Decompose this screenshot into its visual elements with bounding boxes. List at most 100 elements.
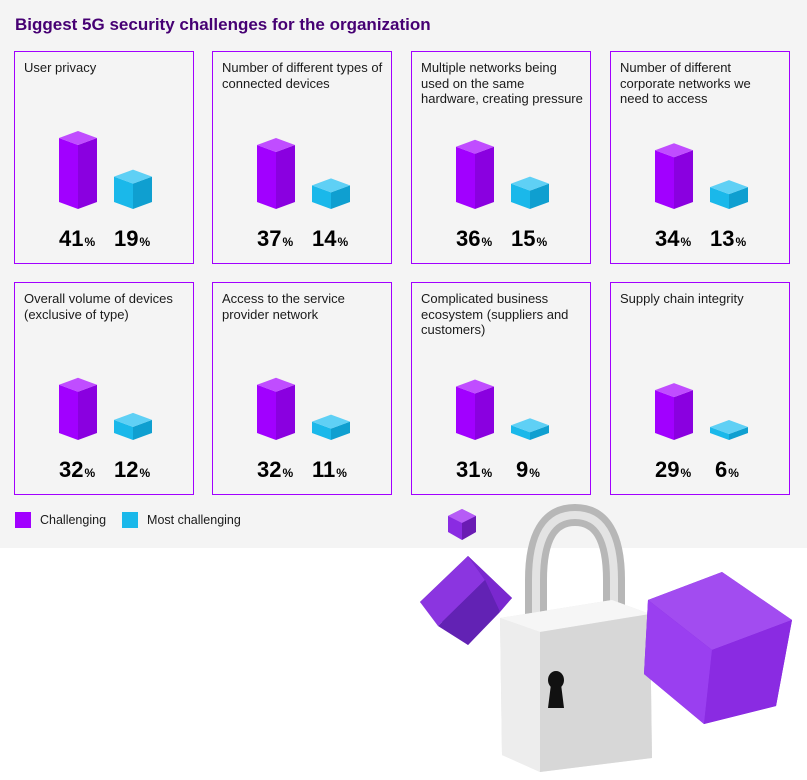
bar-pair <box>456 379 549 440</box>
category-label: Multiple networks being used on the same… <box>421 60 583 106</box>
percent-sign: % <box>536 235 548 249</box>
data-label-most-challenging: 6% <box>715 457 739 483</box>
value-number: 9 <box>516 457 529 482</box>
data-label-challenging: 32% <box>257 457 293 483</box>
category-label: User privacy <box>24 60 97 75</box>
bar-pair <box>456 139 549 209</box>
value-number: 29 <box>655 457 680 482</box>
value-number: 32 <box>257 457 282 482</box>
value-number: 34 <box>655 226 680 251</box>
bar-most-challenging <box>511 176 549 209</box>
percent-sign: % <box>680 466 692 480</box>
left-cube-icon <box>420 556 512 645</box>
page-title: Biggest 5G security challenges for the o… <box>15 15 431 34</box>
legend-swatch-challenging <box>15 512 31 528</box>
data-label-most-challenging: 11% <box>312 457 347 483</box>
bar-most-challenging <box>114 412 152 440</box>
chart-card-category-1: User privacy 41% 19% <box>14 51 194 264</box>
percent-sign: % <box>728 466 739 480</box>
bar-challenging <box>59 131 97 209</box>
right-cube-icon <box>644 572 792 724</box>
value-number: 41 <box>59 226 84 251</box>
bar-most-challenging <box>114 169 152 209</box>
category-label: Complicated business ecosystem (supplier… <box>421 291 569 337</box>
bar-most-challenging <box>710 420 748 440</box>
data-label-most-challenging: 14% <box>312 226 348 252</box>
bar-challenging <box>456 379 494 440</box>
value-number: 14 <box>312 226 337 251</box>
value-number: 37 <box>257 226 282 251</box>
data-label-challenging: 31% <box>456 457 492 483</box>
percent-sign: % <box>84 235 96 249</box>
value-number: 6 <box>715 457 728 482</box>
value-number: 19 <box>114 226 139 251</box>
chart-card-category-3: Multiple networks being used on the same… <box>411 51 591 264</box>
bar-challenging <box>655 143 693 209</box>
legend-item-most-challenging: Most challenging <box>122 512 241 528</box>
data-label-most-challenging: 19% <box>114 226 150 252</box>
padlock-shackle-icon <box>525 503 625 620</box>
legend-label-most-challenging: Most challenging <box>147 513 241 527</box>
chart-card-category-6: Access to the service provider network 32… <box>212 282 392 495</box>
bar-challenging <box>655 383 693 440</box>
value-number: 11 <box>312 457 336 482</box>
percent-sign: % <box>735 235 747 249</box>
category-label: Overall volume of devices (exclusive of … <box>24 291 173 322</box>
bar-pair <box>257 377 350 440</box>
percent-sign: % <box>481 235 493 249</box>
bar-pair <box>59 377 152 440</box>
bar-challenging <box>456 139 494 209</box>
category-label: Number of different types of connected d… <box>222 60 383 91</box>
bar-challenging <box>59 377 97 440</box>
data-label-most-challenging: 12% <box>114 457 150 483</box>
value-number: 13 <box>710 226 735 251</box>
data-label-challenging: 41% <box>59 226 95 252</box>
bar-most-challenging <box>710 180 748 209</box>
chart-card-category-5: Overall volume of devices (exclusive of … <box>14 282 194 495</box>
bar-pair <box>655 383 748 440</box>
bar-pair <box>59 131 152 209</box>
legend: Challenging Most challenging <box>15 512 257 528</box>
data-label-most-challenging: 13% <box>710 226 746 252</box>
data-label-challenging: 36% <box>456 226 492 252</box>
percent-sign: % <box>529 466 540 480</box>
padlock-body-icon <box>500 600 652 772</box>
percent-sign: % <box>139 235 151 249</box>
percent-sign: % <box>282 466 294 480</box>
value-number: 32 <box>59 457 84 482</box>
legend-item-challenging: Challenging <box>15 512 106 528</box>
data-label-challenging: 29% <box>655 457 691 483</box>
category-label: Access to the service provider network <box>222 291 345 322</box>
value-number: 31 <box>456 457 481 482</box>
legend-label-challenging: Challenging <box>40 513 107 527</box>
chart-card-category-2: Number of different types of connected d… <box>212 51 392 264</box>
data-label-challenging: 34% <box>655 226 691 252</box>
bar-most-challenging <box>511 418 549 440</box>
chart-card-category-4: Number of different corporate networks w… <box>610 51 790 264</box>
chart-card-category-7: Complicated business ecosystem (supplier… <box>411 282 591 495</box>
percent-sign: % <box>680 235 692 249</box>
legend-swatch-most-challenging <box>122 512 139 528</box>
bar-most-challenging <box>312 178 350 209</box>
category-label: Supply chain integrity <box>620 291 744 306</box>
chart-card-category-8: Supply chain integrity 29% 6% <box>610 282 790 495</box>
small-cube-icon <box>448 509 476 540</box>
bar-pair <box>655 143 748 209</box>
bar-most-challenging <box>312 414 350 440</box>
data-label-most-challenging: 15% <box>511 226 547 252</box>
bar-challenging <box>257 138 295 209</box>
percent-sign: % <box>336 466 347 480</box>
percent-sign: % <box>282 235 294 249</box>
data-label-challenging: 37% <box>257 226 293 252</box>
percent-sign: % <box>337 235 349 249</box>
value-number: 36 <box>456 226 481 251</box>
value-number: 15 <box>511 226 536 251</box>
data-label-challenging: 32% <box>59 457 95 483</box>
percent-sign: % <box>139 466 151 480</box>
data-label-most-challenging: 9% <box>516 457 540 483</box>
category-label: Number of different corporate networks w… <box>620 60 751 106</box>
percent-sign: % <box>481 466 493 480</box>
bar-challenging <box>257 377 295 440</box>
bar-pair <box>257 138 350 209</box>
